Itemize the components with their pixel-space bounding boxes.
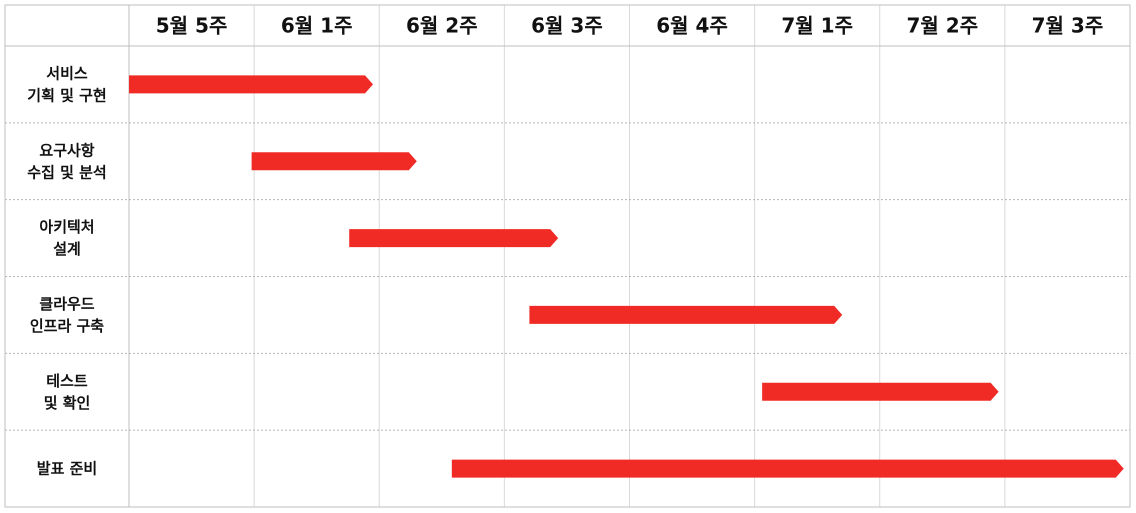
week-label: 7월 2주 (907, 14, 979, 38)
task-label: 아키텍처 설계 (39, 218, 94, 258)
task-bar (251, 152, 417, 171)
task-label: 클라우드 인프라 구축 (30, 295, 104, 335)
grid-lines (4, 4, 1131, 508)
task-label: 요구사항 수집 및 분석 (27, 141, 106, 181)
task-label: 테스트 및 확인 (44, 372, 91, 412)
week-label: 6월 4주 (656, 14, 728, 38)
chart-border (4, 4, 1131, 508)
week-label: 6월 3주 (531, 14, 603, 38)
week-label: 6월 1주 (281, 14, 353, 38)
task-bar (349, 229, 559, 248)
week-label: 7월 1주 (781, 14, 853, 38)
week-header: 5월 5주 6월 1주 6월 2주 6월 3주 6월 4주 7월 1주 7월 2주 7월 3주 (156, 14, 1103, 38)
task-label: 발표 준비 (37, 460, 97, 478)
task-label: 서비스 기획 및 구현 (27, 64, 106, 104)
task-bars (129, 75, 1124, 478)
task-bar (129, 75, 373, 94)
task-bar (762, 382, 999, 401)
week-label: 6월 2주 (406, 14, 478, 38)
week-label: 5월 5주 (156, 14, 228, 38)
task-bar (451, 459, 1124, 478)
week-label: 7월 3주 (1032, 14, 1104, 38)
task-bar (529, 305, 843, 324)
